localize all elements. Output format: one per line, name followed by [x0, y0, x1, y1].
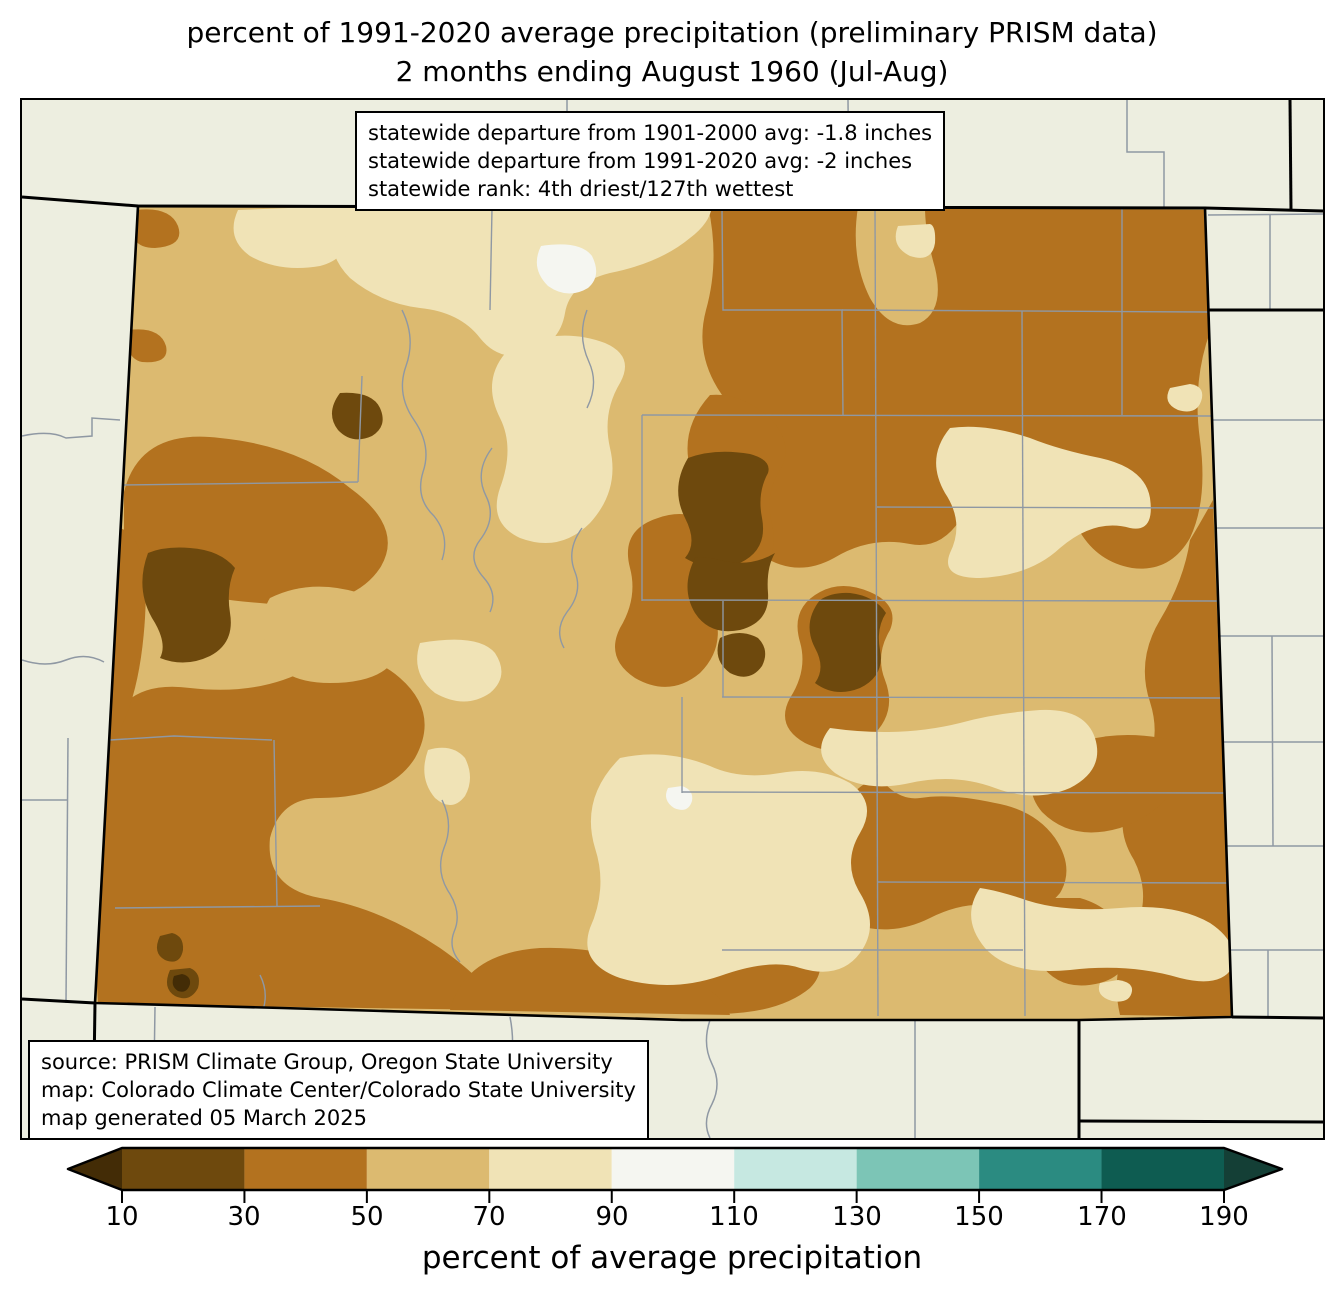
source-line-1: source: PRISM Climate Group, Oregon Stat… — [41, 1050, 613, 1074]
colorbar-segment — [856, 1148, 980, 1190]
colorbar-segments — [68, 1148, 1282, 1190]
neighbor-county-lines — [22, 100, 1323, 1138]
colorbar-tick-label: 50 — [350, 1202, 384, 1232]
colorbar-segment — [611, 1148, 735, 1190]
colorbar-segment — [734, 1148, 857, 1190]
fill-lt-10 — [172, 974, 191, 992]
figure-title-line-1: percent of 1991-2020 average precipitati… — [186, 16, 1158, 49]
colorbar-segment — [244, 1148, 367, 1190]
colorbar-right-arrow — [1224, 1148, 1282, 1190]
fill-70-90 — [233, 206, 1232, 1002]
colorbar — [66, 1146, 1284, 1203]
colorbar-segment — [1101, 1148, 1225, 1190]
colorbar-segment — [979, 1148, 1102, 1190]
source-line-2: map: Colorado Climate Center/Colorado St… — [41, 1078, 636, 1102]
stats-line-2: statewide departure from 1991-2020 avg: … — [368, 149, 913, 173]
colorbar-tick-label: 190 — [1199, 1202, 1249, 1232]
figure-title-line-2: 2 months ending August 1960 (Jul-Aug) — [395, 55, 949, 88]
contour-fill-layers — [95, 206, 1232, 1020]
source-attribution-box: source: PRISM Climate Group, Oregon Stat… — [28, 1040, 649, 1140]
source-line-3: map generated 05 March 2025 — [41, 1106, 368, 1130]
colorbar-segment — [122, 1148, 245, 1190]
colorbar-tick-label: 30 — [227, 1202, 261, 1232]
colorado-county-lines — [109, 208, 1228, 1020]
colorado-outline — [93, 204, 1234, 1022]
map-plot-area — [20, 98, 1325, 1140]
colorbar-tick-marks — [121, 1190, 1225, 1203]
colorbar-tick-label: 10 — [105, 1202, 139, 1232]
statewide-stats-box: statewide departure from 1901-2000 avg: … — [355, 111, 946, 211]
fill-10-30 — [142, 392, 886, 999]
colorbar-segment — [366, 1148, 490, 1190]
colorbar-tick-label: 110 — [709, 1202, 759, 1232]
colorbar-tick-label: 150 — [954, 1202, 1004, 1232]
colorado-precipitation-map — [22, 100, 1323, 1138]
colorbar-tick-label: 90 — [595, 1202, 629, 1232]
colorbar-tick-label: 170 — [1077, 1202, 1127, 1232]
colorbar-tick-label: 130 — [832, 1202, 882, 1232]
colorbar-axis-label: percent of average precipitation — [421, 1240, 923, 1276]
colorbar-segment — [489, 1148, 612, 1190]
stats-line-1: statewide departure from 1901-2000 avg: … — [368, 121, 933, 145]
stats-line-3: statewide rank: 4th driest/127th wettest — [368, 177, 794, 201]
fill-90-110 — [536, 244, 693, 810]
colorbar-left-arrow — [68, 1148, 122, 1190]
colorbar-tick-label: 70 — [472, 1202, 506, 1232]
